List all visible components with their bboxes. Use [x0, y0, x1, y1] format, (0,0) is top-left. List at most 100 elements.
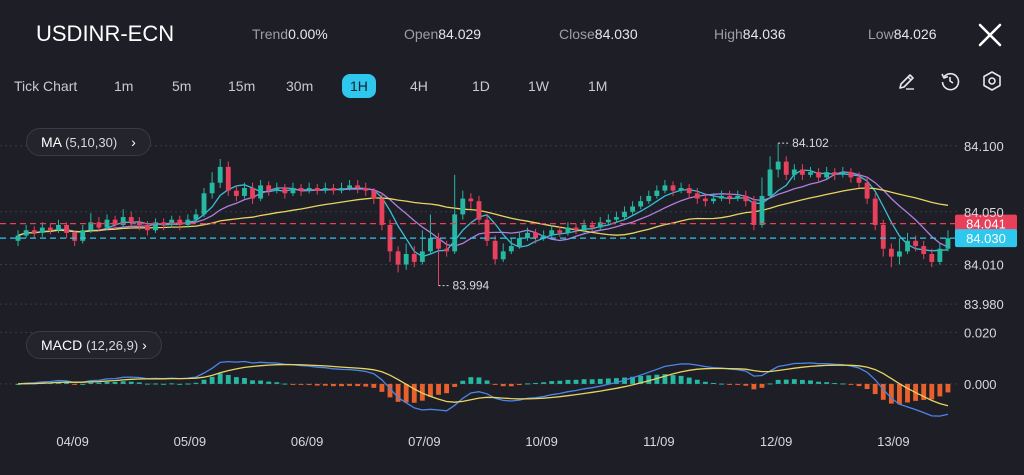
macd-bar — [355, 383, 361, 387]
candle-body — [670, 185, 676, 191]
candle-body — [945, 238, 951, 249]
macd-bar — [339, 383, 344, 387]
x-tick-label: 05/09 — [174, 434, 207, 449]
macd-bar — [209, 376, 215, 384]
candle-body — [56, 224, 61, 231]
tf-1m[interactable]: 1m — [114, 78, 134, 94]
macd-bar — [104, 381, 110, 384]
tf-tick-chart[interactable]: Tick Chart — [14, 78, 78, 94]
candle-body — [597, 222, 603, 228]
candle-body — [395, 251, 401, 265]
macd-bar — [921, 383, 927, 400]
tf-30m[interactable]: 30m — [286, 78, 314, 94]
candle-body — [314, 188, 320, 191]
macd-bar — [872, 383, 878, 395]
macd-params: (12,26,9) — [86, 338, 139, 353]
macd-bar — [662, 374, 668, 384]
tf-15m[interactable]: 15m — [228, 78, 256, 94]
candle-body — [508, 246, 514, 252]
candle-body — [476, 201, 482, 220]
candle-body — [711, 198, 716, 202]
candle-body — [872, 198, 878, 225]
macd-bar — [314, 383, 320, 386]
tf-1m-month[interactable]: 1M — [588, 78, 608, 94]
candle-body — [783, 161, 789, 175]
candles — [15, 143, 951, 286]
candle-body — [23, 230, 29, 236]
open-label: Open — [404, 26, 439, 42]
macd-bar — [702, 381, 708, 384]
candle-body — [541, 235, 547, 239]
candle-body — [937, 248, 943, 262]
macd-bar — [686, 377, 692, 384]
high-value: 84.036 — [742, 26, 786, 42]
macd-bar — [395, 383, 401, 402]
ma-indicator-pill[interactable]: MA (5,10,30) › — [26, 128, 151, 156]
candle-body — [678, 188, 684, 191]
macd-bar — [371, 383, 377, 388]
chart-header: USDINR-ECN Trend0.00% Open84.029 Close84… — [0, 0, 1024, 70]
candle-body — [112, 219, 118, 225]
macd-bar — [791, 379, 797, 384]
macd-bar — [88, 382, 94, 384]
candle-body — [120, 217, 126, 225]
candle-body — [266, 185, 272, 191]
macd-bar — [500, 383, 506, 387]
tf-1h[interactable]: 1H — [342, 74, 376, 98]
macd-bar — [153, 383, 158, 385]
candle-body — [217, 166, 223, 183]
macd-bar — [613, 378, 619, 384]
candle-body — [282, 188, 288, 194]
close-icon[interactable] — [975, 20, 1005, 50]
high-label: High — [714, 26, 743, 42]
macd-bar — [897, 383, 902, 405]
macd-bar — [347, 383, 353, 386]
candle-body — [31, 230, 37, 233]
candle-body — [832, 172, 838, 175]
tf-1w[interactable]: 1W — [528, 78, 549, 94]
candle-body — [169, 219, 175, 225]
pencil-icon[interactable] — [896, 70, 918, 92]
macd-bar — [905, 383, 910, 403]
tf-5m[interactable]: 5m — [172, 78, 192, 94]
macd-bar — [719, 383, 724, 385]
candle-body — [549, 230, 555, 236]
candle-body — [72, 232, 78, 241]
macd-bar — [242, 378, 247, 384]
macd-bar — [266, 381, 272, 384]
y-tick-label: 84.010 — [964, 258, 1004, 273]
ma-lines — [17, 169, 949, 258]
macd-bar — [112, 381, 118, 384]
annotation-label: 84.102 — [792, 136, 829, 150]
tf-4h[interactable]: 4H — [410, 78, 428, 94]
x-tick-label: 06/09 — [291, 434, 324, 449]
macd-bar — [824, 382, 830, 384]
macd-bar — [525, 383, 530, 385]
candle-body — [533, 232, 538, 239]
macd-bar — [856, 383, 862, 387]
candle-body — [581, 224, 587, 231]
price-tag — [955, 229, 1017, 248]
candle-body — [452, 214, 458, 252]
candle-body — [363, 188, 369, 191]
tf-1d[interactable]: 1D — [472, 78, 490, 94]
macd-bar — [120, 381, 126, 384]
candle-body — [484, 219, 490, 241]
history-icon[interactable] — [939, 70, 961, 92]
macd-bar — [136, 382, 142, 384]
macd-bar — [379, 383, 385, 392]
macd-bar — [646, 375, 652, 384]
chevron-right-icon: › — [131, 134, 136, 150]
macd-bar — [274, 382, 280, 384]
macd-indicator-pill[interactable]: MACD (12,26,9) › — [26, 331, 162, 359]
settings-icon[interactable] — [981, 70, 1003, 92]
candle-body — [516, 238, 522, 247]
macd-bar — [888, 383, 894, 404]
candle-body — [250, 188, 255, 199]
candle-body — [767, 169, 773, 196]
candle-body — [258, 185, 264, 199]
macd-bar — [201, 379, 207, 384]
candle-body — [153, 222, 158, 231]
candle-body — [371, 190, 377, 199]
